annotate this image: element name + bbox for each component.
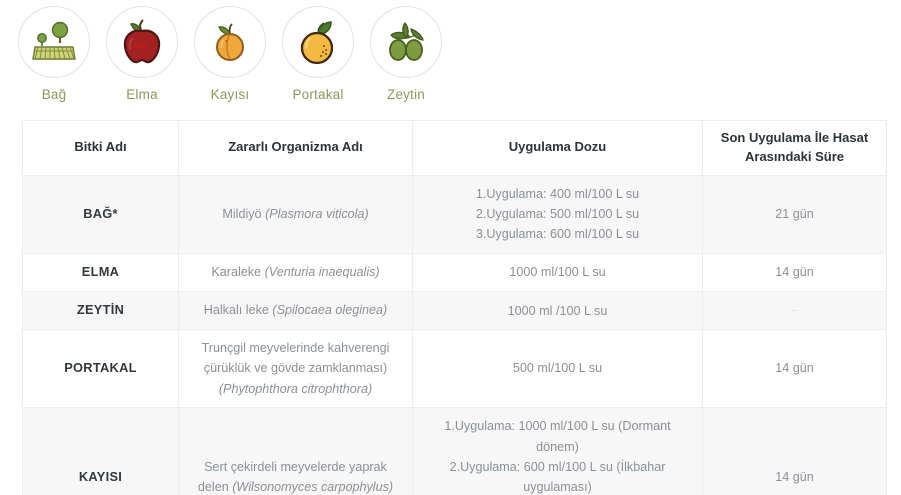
table-row: ELMA Karaleke (Venturia inaequalis) 1000… <box>22 252 887 292</box>
cell-plant: ELMA <box>22 252 179 292</box>
table-row: PORTAKAL Trunçgil meyvelerinde kahvereng… <box>22 328 887 409</box>
cell-preharvest-interval: 14 gün <box>702 328 887 409</box>
header-plant-name: Bitki Adı <box>22 120 179 176</box>
vineyard-icon <box>18 6 90 78</box>
cell-preharvest-interval: – <box>702 290 887 330</box>
header-row: Bitki Adı Zararlı Organizma Adı Uygulama… <box>22 120 887 176</box>
pest-common-name: Halkalı leke <box>203 303 273 318</box>
olive-icon <box>370 6 442 78</box>
pest-common-name: Trunçgil meyvelerinde kahverengi çürüklü… <box>201 340 390 376</box>
cell-pest: Karaleke (Venturia inaequalis) <box>178 252 413 292</box>
crop-label-bag: Bağ <box>41 87 67 102</box>
dose-line: 1.Uygulama: 400 ml/100 L su <box>475 186 640 201</box>
crop-item-bag[interactable]: Bağ <box>14 6 94 102</box>
cell-preharvest-interval: 14 gün <box>702 407 887 495</box>
pest-latin-name: (Wilsonomyces carpophylus) <box>232 480 394 495</box>
cell-plant: ZEYTİN <box>22 290 179 330</box>
table-row: ZEYTİN Halkalı leke (Spilocaea oleginea)… <box>22 290 887 330</box>
table-row: KAYISI Sert çekirdeli meyvelerde yaprak … <box>22 407 887 495</box>
pest-latin-name: (Venturia inaequalis) <box>264 265 380 280</box>
cell-preharvest-interval: 14 gün <box>702 252 887 292</box>
header-dose: Uygulama Dozu <box>412 120 703 176</box>
cell-pest: Mildiyö (Plasmora viticola) <box>178 174 413 254</box>
dose-line: 1000 ml /100 L su <box>507 303 608 318</box>
dose-line: 2.Uygulama: 500 ml/100 L su <box>475 207 640 222</box>
cell-plant: KAYISI <box>22 407 179 495</box>
header-pest-name: Zararlı Organizma Adı <box>178 120 413 176</box>
table-head: Bitki Adı Zararlı Organizma Adı Uygulama… <box>22 120 887 176</box>
header-preharvest-line2: Arasındaki Süre <box>745 148 844 164</box>
cell-pest: Halkalı leke (Spilocaea oleginea) <box>178 290 413 330</box>
dose-table-wrapper: Bitki Adı Zararlı Organizma Adı Uygulama… <box>22 120 887 495</box>
dose-line: 2.Uygulama: 600 ml/100 L su (İlkbahar uy… <box>449 459 666 495</box>
cell-pest: Sert çekirdeli meyvelerde yaprak delen (… <box>178 407 413 495</box>
crop-label-zeytin: Zeytin <box>387 87 425 102</box>
cell-preharvest-interval: 21 gün <box>702 174 887 254</box>
dose-line: 500 ml/100 L su <box>512 361 603 376</box>
dose-line: 3.Uygulama: 600 ml/100 L su <box>475 227 640 242</box>
crop-item-kayisi[interactable]: Kayısı <box>190 6 270 102</box>
crop-label-elma: Elma <box>126 87 158 102</box>
table-row: BAĞ* Mildiyö (Plasmora viticola) 1.Uygul… <box>22 174 887 254</box>
apple-icon <box>106 6 178 78</box>
header-preharvest-interval: Son Uygulama İle Hasat Arasındaki Süre <box>702 120 887 176</box>
cell-dose: 1000 ml/100 L su <box>412 252 703 292</box>
empty-value-dash: – <box>790 303 798 318</box>
dose-line: 1000 ml/100 L su <box>509 265 606 280</box>
cell-dose: 1.Uygulama: 1000 ml/100 L su (Dormant dö… <box>412 407 703 495</box>
cell-dose: 1.Uygulama: 400 ml/100 L su 2.Uygulama: … <box>412 174 703 254</box>
crop-selector-strip: Bağ Elma <box>0 0 901 110</box>
pest-latin-name: (Spilocaea oleginea) <box>272 303 388 318</box>
pest-common-name: Karaleke <box>211 265 265 280</box>
dose-line: 1.Uygulama: 1000 ml/100 L su (Dormant dö… <box>444 419 671 454</box>
pest-common-name: Mildiyö <box>222 207 266 222</box>
cell-plant: BAĞ* <box>22 174 179 254</box>
dose-table: Bitki Adı Zararlı Organizma Adı Uygulama… <box>22 120 887 495</box>
cell-plant: PORTAKAL <box>22 328 179 409</box>
pest-common-name: Sert çekirdeli meyvelerde yaprak delen <box>197 459 387 495</box>
crop-label-portakal: Portakal <box>292 87 344 102</box>
cell-dose: 1000 ml /100 L su <box>412 290 703 330</box>
header-preharvest-line1: Son Uygulama İle Hasat <box>720 130 869 145</box>
crop-label-kayisi: Kayısı <box>210 87 250 102</box>
pest-latin-name: (Plasmora viticola) <box>265 207 369 222</box>
pest-latin-name: (Phytophthora citrophthora) <box>218 381 373 396</box>
crop-item-zeytin[interactable]: Zeytin <box>366 6 446 102</box>
orange-icon <box>282 6 354 78</box>
cell-dose: 500 ml/100 L su <box>412 328 703 409</box>
table-body: BAĞ* Mildiyö (Plasmora viticola) 1.Uygul… <box>22 174 887 495</box>
crop-item-elma[interactable]: Elma <box>102 6 182 102</box>
apricot-icon <box>194 6 266 78</box>
crop-item-portakal[interactable]: Portakal <box>278 6 358 102</box>
cell-pest: Trunçgil meyvelerinde kahverengi çürüklü… <box>178 328 413 409</box>
